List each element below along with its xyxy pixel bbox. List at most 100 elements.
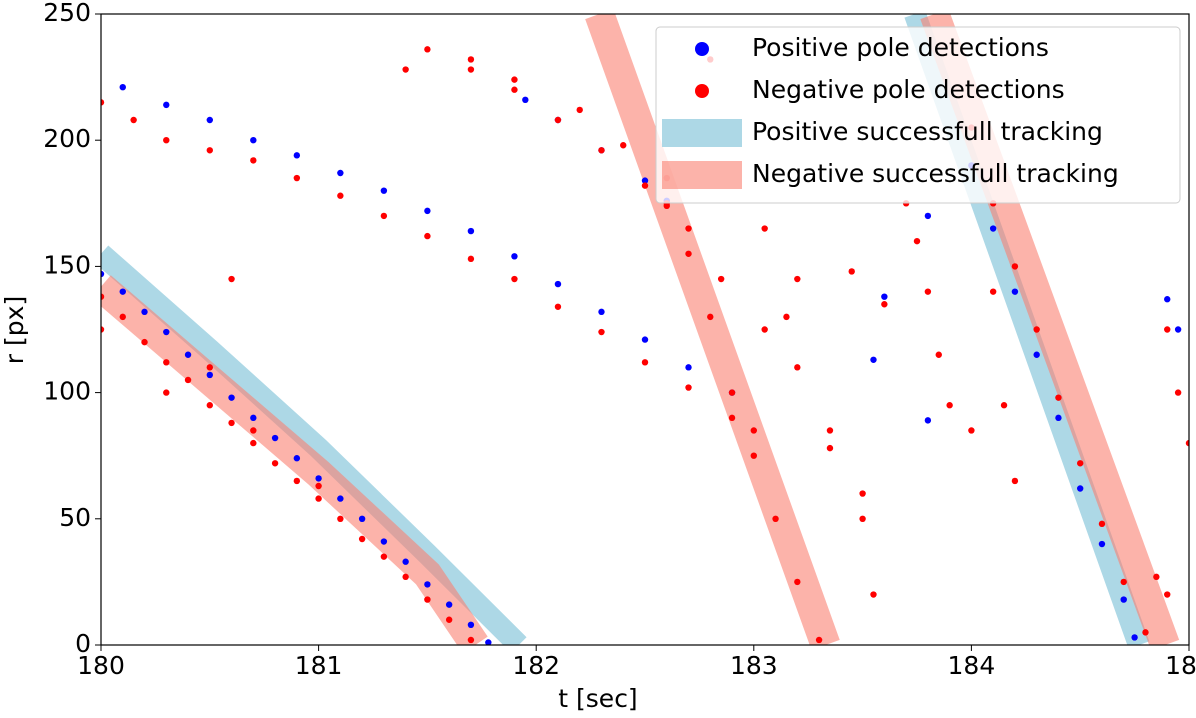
detection-point [485,639,492,645]
detection-point [1011,263,1019,270]
x-tick-label: 180 [77,651,125,680]
detection-point [1011,288,1019,295]
detection-point [1033,326,1040,333]
detection-point [1164,296,1171,303]
detection-point [935,351,942,358]
detection-point [424,596,431,603]
detection-point [1055,414,1062,422]
detection-point [206,116,213,124]
detection-point [402,558,409,565]
detection-point [206,371,213,379]
detection-point [228,275,235,283]
detection-point [1164,591,1171,598]
detection-point [184,376,192,384]
detection-point [119,288,126,295]
detection-point [337,495,344,502]
detection-point [620,142,627,149]
y-axis-label: r [px] [0,296,29,364]
legend: Positive pole detections Negative pole de… [655,26,1181,204]
y-tick-label: 200 [43,124,91,153]
detection-point [424,46,431,53]
detection-point [685,250,692,257]
axes: 180 181 182 183 184 185 0 50 100 150 200 250 [43,0,1196,680]
detection-point [707,313,714,321]
detection-point [1077,460,1084,467]
detection-point [293,477,301,485]
y-tick-label: 150 [43,250,91,279]
detection-point [750,427,757,434]
detection-point [641,359,649,366]
detection-point [315,482,322,490]
detection-point [228,394,235,401]
detection-point [783,313,790,321]
detection-point [1174,326,1182,333]
detection-point [989,288,997,295]
detection-point [445,616,453,623]
detection-point [424,581,431,588]
detection-point [380,187,388,194]
detection-point [881,293,888,300]
detection-point [511,86,518,93]
x-tick-label: 184 [948,651,996,680]
detection-point [859,490,866,497]
detection-point [1120,578,1127,586]
detection-point [913,237,921,245]
y-tick-label: 250 [43,0,91,27]
detection-point [250,414,257,422]
detection-point [163,359,170,366]
detection-point [1131,634,1138,641]
detection-point [271,460,279,467]
detection-point [870,356,877,363]
detection-point [1000,402,1008,409]
x-tick-label: 183 [730,651,778,680]
detection-point [848,268,855,275]
detection-point [119,83,126,91]
detection-point [685,364,692,371]
detection-point [293,152,301,159]
y-tick-label: 100 [43,377,91,406]
detection-point [772,515,779,522]
detection-point [576,106,583,114]
detection-point [685,384,692,391]
detection-point [511,76,518,83]
detection-point [380,553,388,560]
detection-point [554,280,562,288]
detection-point [1077,485,1084,492]
legend-swatch [662,119,742,147]
detection-point [141,338,148,346]
detection-point [424,232,431,240]
plot-points [101,46,1189,645]
detection-point [184,351,192,358]
detection-point [641,336,649,343]
detection-point [380,212,388,220]
legend-label: Negative pole detections [752,75,1065,104]
detection-point [315,475,322,482]
detection-point [761,326,768,333]
detection-point [315,495,322,502]
detection-point [1011,477,1019,485]
detection-point [101,99,105,106]
x-axis-label: t [sec] [558,684,637,713]
detection-point [598,328,605,336]
detection-point [358,535,366,543]
detection-point [101,326,105,333]
detection-point [522,96,529,104]
detection-point [250,137,257,144]
detection-point [337,169,344,177]
detection-point [511,253,518,260]
detection-point [924,417,932,424]
legend-swatch [662,161,742,189]
detection-point [1098,540,1106,548]
detection-point [358,515,366,522]
legend-label: Negative successfull tracking [752,159,1119,188]
y-tick-label: 0 [75,629,91,658]
detection-point [717,275,725,283]
detection-point [424,207,431,215]
detection-point [337,192,344,199]
legend-box [655,26,1181,204]
detection-point [250,157,257,164]
detection-point [1120,596,1127,603]
plot-frame [100,13,1190,646]
detection-point [946,402,953,409]
detection-point [815,636,823,644]
